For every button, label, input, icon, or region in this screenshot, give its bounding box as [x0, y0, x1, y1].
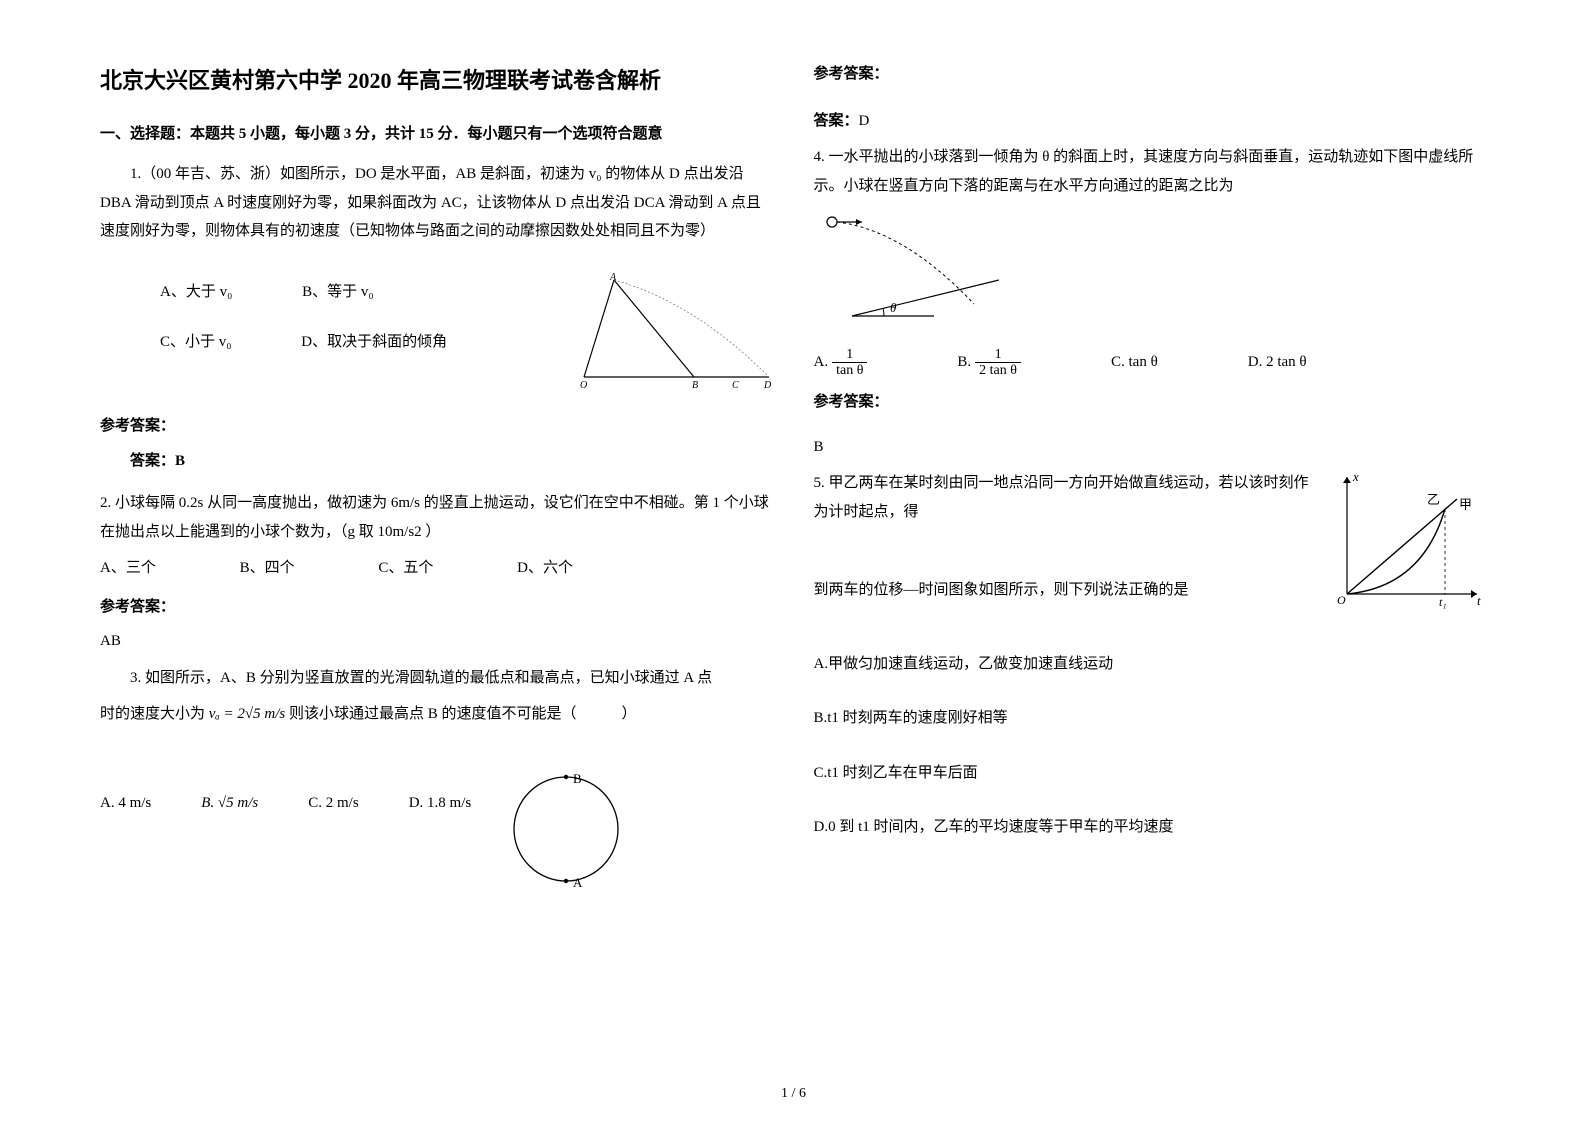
q3-ans-val: D [859, 113, 870, 129]
q4-ref: 参考答案： [814, 388, 1488, 417]
svg-text:O: O [1337, 593, 1346, 607]
q2-ref: 参考答案： [100, 593, 774, 622]
q4-figure: θ [814, 208, 1488, 339]
q1-triangle-svg: A O B C D [574, 272, 774, 392]
q1-ref: 参考答案： [100, 412, 774, 441]
left-column: 北京大兴区黄村第六中学 2020 年高三物理联考试卷含解析 一、选择题：本题共 … [100, 60, 774, 1020]
q3-optD: D. 1.8 m/s [409, 789, 472, 818]
q3-ans-label: 答案： [814, 113, 859, 129]
page-number: 1 / 6 [781, 1086, 806, 1102]
q4-opts: A. 1 tan θ B. 1 2 tan θ C. tan θ D. 2 ta… [814, 347, 1488, 379]
svg-text:B: B [692, 380, 698, 391]
q4-optA-den: tan θ [832, 363, 867, 378]
q4-optA: A. 1 tan θ [814, 347, 868, 379]
q1-optA: A、大于 v₀ [130, 278, 232, 307]
q4-ans: B [814, 433, 1488, 462]
question-3: 3. 如图所示，A、B 分别为竖直放置的光滑圆轨道的最低点和最高点，已知小球通过… [100, 664, 774, 899]
q3-options-row: A. 4 m/s B. √5 m/s C. 2 m/s D. 1.8 m/s B… [100, 759, 774, 899]
q3-optA: A. 4 m/s [100, 789, 151, 818]
q5-optA: A.甲做匀加速直线运动，乙做变加速直线运动 [814, 650, 1488, 679]
q4-optD: D. 2 tan θ [1248, 348, 1307, 377]
svg-text:A: A [609, 272, 617, 283]
q2-stem: 2. 小球每隔 0.2s 从同一高度抛出，做初速为 6m/s 的竖直上抛运动，设… [100, 489, 774, 546]
q5-optD: D.0 到 t1 时间内，乙车的平均速度等于甲车的平均速度 [814, 813, 1488, 842]
svg-text:t₁: t₁ [1439, 595, 1447, 609]
q3-circle-svg: B A [511, 759, 621, 899]
svg-text:乙: 乙 [1427, 492, 1440, 507]
q2-ans: AB [100, 627, 774, 656]
svg-text:x: x [1352, 469, 1359, 484]
q3-stem2-post: 则该小球通过最高点 B 的速度值不可能是（ ） [289, 706, 637, 722]
q5-optC: C.t1 时刻乙车在甲车后面 [814, 759, 1488, 788]
svg-text:O: O [580, 380, 587, 391]
q4-optA-pre: A. [814, 348, 829, 377]
question-2: 2. 小球每隔 0.2s 从同一高度抛出，做初速为 6m/s 的竖直上抛运动，设… [100, 489, 774, 656]
svg-text:t: t [1477, 593, 1481, 608]
q4-stem: 4. 一水平抛出的小球落到一倾角为 θ 的斜面上时，其速度方向与斜面垂直，运动轨… [814, 143, 1488, 200]
q4-optA-frac: 1 tan θ [832, 347, 867, 379]
q2-optC: C、五个 [378, 554, 433, 583]
q3-stem1: 3. 如图所示，A、B 分别为竖直放置的光滑圆轨道的最低点和最高点，已知小球通过… [100, 664, 774, 693]
q4-optB-frac: 1 2 tan θ [975, 347, 1021, 379]
q4-optA-num: 1 [832, 347, 867, 363]
q2-optD: D、六个 [517, 554, 573, 583]
question-5: x t t₁ O 甲 乙 5. 甲乙两车在某时刻由同一地点沿同一方向开始做直线运… [814, 469, 1488, 842]
q4-optC: C. tan θ [1111, 348, 1158, 377]
question-4: 4. 一水平抛出的小球落到一倾角为 θ 的斜面上时，其速度方向与斜面垂直，运动轨… [814, 143, 1488, 461]
page-columns: 北京大兴区黄村第六中学 2020 年高三物理联考试卷含解析 一、选择题：本题共 … [100, 60, 1487, 1020]
svg-text:D: D [763, 380, 772, 391]
svg-text:A: A [573, 875, 583, 890]
q3-ans: 答案：D [814, 107, 1488, 136]
q2-optA: A、三个 [100, 554, 156, 583]
q1-stem: 1.（00 年吉、苏、浙）如图所示，DO 是水平面，AB 是斜面，初速为 v₀ … [100, 160, 774, 246]
q1-ans: 答案：B [100, 447, 774, 476]
q2-optB: B、四个 [240, 554, 295, 583]
q5-xt-svg: x t t₁ O 甲 乙 [1327, 469, 1487, 609]
theta-label: θ [890, 300, 897, 315]
svg-text:甲: 甲 [1459, 497, 1472, 512]
q3-va: vₐ = 2√5 m/s [209, 706, 286, 722]
q5-figure: x t t₁ O 甲 乙 [1327, 469, 1487, 620]
q5-optB: B.t1 时刻两车的速度刚好相等 [814, 704, 1488, 733]
q3-ref: 参考答案： [814, 60, 1488, 89]
q2-opts: A、三个 B、四个 C、五个 D、六个 [100, 554, 774, 583]
right-column: 参考答案： 答案：D 4. 一水平抛出的小球落到一倾角为 θ 的斜面上时，其速度… [814, 60, 1488, 1020]
q1-text: 1.（00 年吉、苏、浙）如图所示，DO 是水平面，AB 是斜面，初速为 v₀ … [100, 166, 761, 239]
section-heading: 一、选择题：本题共 5 小题，每小题 3 分，共计 15 分．每小题只有一个选项… [100, 120, 774, 149]
q3-opts: A. 4 m/s B. √5 m/s C. 2 m/s D. 1.8 m/s [100, 759, 471, 818]
q3-optB: B. √5 m/s [201, 789, 258, 818]
q1-optD: D、取决于斜面的倾角 [271, 328, 447, 357]
q4-traj-svg: θ [814, 208, 1014, 328]
q5-top: x t t₁ O 甲 乙 5. 甲乙两车在某时刻由同一地点沿同一方向开始做直线运… [814, 469, 1488, 620]
svg-text:B: B [573, 771, 582, 786]
svg-text:C: C [732, 380, 739, 391]
q4-optB-pre: B. [957, 348, 971, 377]
question-1: 1.（00 年吉、苏、浙）如图所示，DO 是水平面，AB 是斜面，初速为 v₀ … [100, 160, 774, 475]
q3-stem2: 时的速度大小为 vₐ = 2√5 m/s 则该小球通过最高点 B 的速度值不可能… [100, 700, 774, 729]
q4-optB-num: 1 [975, 347, 1021, 363]
q1-optC: C、小于 v₀ [130, 328, 232, 357]
q4-optB-den: 2 tan θ [975, 363, 1021, 378]
q1-optB: B、等于 v₀ [272, 278, 374, 307]
page-title: 北京大兴区黄村第六中学 2020 年高三物理联考试卷含解析 [100, 60, 774, 102]
q3-optC: C. 2 m/s [308, 789, 358, 818]
q3-stem2-pre: 时的速度大小为 [100, 706, 205, 722]
q1-figure-wrap: A O B C D [574, 272, 774, 403]
q4-optB: B. 1 2 tan θ [957, 347, 1021, 379]
